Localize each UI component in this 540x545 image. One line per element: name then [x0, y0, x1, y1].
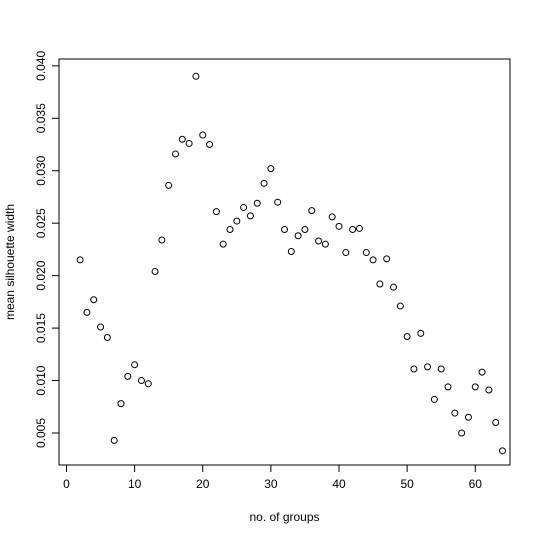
y-axis-label: mean silhouette width	[3, 204, 17, 320]
data-point	[240, 203, 248, 211]
data-point	[342, 249, 350, 257]
data-point	[165, 181, 173, 189]
data-point	[76, 256, 84, 264]
data-point	[383, 255, 391, 263]
x-tick-label: 40	[332, 477, 346, 491]
y-tick-label: 0.020	[34, 260, 48, 290]
data-point	[396, 302, 404, 310]
data-point	[178, 135, 186, 143]
data-point	[260, 179, 268, 187]
data-point	[355, 224, 363, 232]
data-point	[151, 267, 159, 275]
data-point	[219, 240, 227, 248]
data-point	[492, 419, 500, 427]
data-point	[362, 249, 370, 257]
data-point	[451, 409, 459, 417]
data-point	[137, 377, 145, 385]
x-tick-label: 50	[400, 477, 414, 491]
data-points	[76, 72, 507, 455]
data-point	[349, 225, 357, 233]
data-point	[328, 213, 336, 221]
y-axis: 0.005 0.010 0.015 0.020 0.025 0.030 0.035 0.040	[34, 50, 60, 448]
x-tick-label: 10	[128, 477, 142, 491]
data-point	[403, 332, 411, 340]
data-point	[131, 361, 139, 369]
x-tick-label: 60	[469, 477, 483, 491]
data-point	[192, 72, 200, 80]
x-axis-label: no. of groups	[249, 510, 319, 524]
y-tick-label: 0.005	[34, 418, 48, 448]
data-point	[83, 308, 91, 316]
data-point	[485, 386, 493, 394]
y-tick-label: 0.025	[34, 208, 48, 238]
data-point	[233, 217, 241, 225]
y-tick-label: 0.040	[34, 50, 48, 80]
data-point	[335, 222, 343, 230]
y-tick-label: 0.030	[34, 155, 48, 185]
data-point	[212, 208, 220, 216]
data-point	[110, 436, 118, 444]
x-tick-label: 30	[264, 477, 278, 491]
data-point	[253, 199, 261, 207]
data-point	[417, 329, 425, 337]
data-point	[185, 139, 193, 147]
data-point	[144, 380, 152, 388]
x-tick-label: 20	[196, 477, 210, 491]
data-point	[90, 296, 98, 304]
data-point	[437, 365, 445, 373]
data-point	[321, 240, 329, 248]
y-tick-label: 0.035	[34, 103, 48, 133]
data-point	[315, 237, 323, 245]
data-point	[430, 395, 438, 403]
data-point	[308, 207, 316, 215]
data-point	[206, 141, 214, 149]
data-point	[301, 225, 309, 233]
data-point	[226, 225, 234, 233]
data-point	[410, 365, 418, 373]
x-tick-label: 0	[63, 477, 70, 491]
data-point	[287, 248, 295, 256]
data-point	[246, 212, 254, 220]
data-point	[471, 383, 479, 391]
data-point	[124, 372, 132, 380]
data-point	[424, 363, 432, 371]
data-point	[281, 225, 288, 233]
data-point	[464, 413, 472, 421]
data-point	[171, 150, 179, 158]
data-point	[478, 368, 486, 376]
data-point	[390, 283, 398, 291]
data-point	[294, 232, 302, 240]
data-point	[369, 256, 377, 264]
data-point	[199, 131, 207, 139]
data-point	[376, 280, 384, 288]
data-point	[444, 383, 452, 391]
data-point	[267, 165, 275, 173]
data-point	[158, 236, 166, 244]
y-tick-label: 0.015	[34, 313, 48, 343]
data-point	[103, 334, 111, 342]
data-point	[97, 323, 105, 331]
data-point	[274, 198, 282, 206]
data-point	[117, 400, 125, 408]
data-point	[458, 429, 466, 437]
x-axis: 0 10 20 30 40 50 60	[63, 464, 483, 491]
data-point	[499, 447, 507, 455]
y-tick-label: 0.010	[34, 365, 48, 395]
